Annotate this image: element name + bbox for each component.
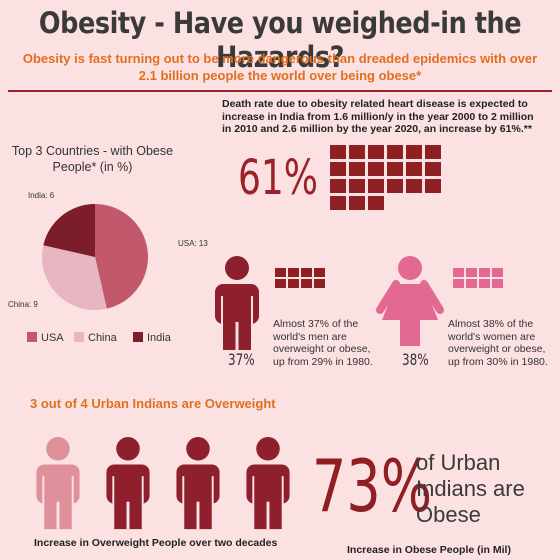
waffle-cell	[330, 162, 346, 176]
slice-label: India: 6	[28, 191, 55, 200]
body	[246, 464, 290, 504]
waffle-cell	[466, 268, 477, 277]
waffle-cell	[288, 268, 299, 277]
waffle-cell	[330, 179, 346, 193]
legend-label: USA	[41, 332, 64, 344]
waffle-cell	[466, 279, 477, 288]
caption-left: Increase in Overweight People over two d…	[34, 537, 278, 549]
pie-chart: USA: 13 China: 9 India: 6 USA China India	[8, 191, 208, 344]
person-icon	[176, 437, 220, 530]
waffle-cell	[330, 196, 346, 210]
urban-text: of Urban Indians are Obese	[416, 450, 525, 527]
waffle-cell	[368, 145, 384, 159]
waffle-cell	[453, 268, 464, 277]
waffle-cell	[349, 196, 365, 210]
women-text: Almost 38% of the world's women are over…	[448, 318, 548, 368]
waffle-cell	[314, 268, 325, 277]
waffle-cell	[349, 145, 365, 159]
waffle-cell	[275, 268, 286, 277]
head	[256, 437, 280, 461]
men-stat: 37%	[228, 350, 255, 369]
waffle-cell	[330, 145, 346, 159]
waffle-cell	[314, 279, 325, 288]
head	[398, 256, 422, 280]
waffle-cell	[368, 162, 384, 176]
waffle-cell	[425, 162, 441, 176]
head	[186, 437, 210, 461]
person-icon	[106, 437, 150, 530]
waffle-cell	[368, 179, 384, 193]
slice-label: USA: 13	[178, 239, 208, 248]
waffle-cell	[387, 179, 403, 193]
person-icon	[36, 437, 80, 530]
body	[176, 464, 220, 504]
waffle-cell	[406, 145, 422, 159]
waffle-cell	[453, 279, 464, 288]
pie-title: Top 3 Countries - with Obese People* (in…	[11, 144, 174, 174]
waffle-cell	[479, 279, 490, 288]
death-rate-text: Death rate due to obesity related heart …	[222, 98, 534, 135]
title: Obesity - Have you weighed-in the Hazard…	[38, 6, 522, 74]
women-stat: 38%	[402, 350, 429, 369]
pie-slice	[42, 245, 107, 310]
death-rate-stat: 61%	[238, 150, 319, 206]
legend-swatch	[27, 332, 37, 342]
legend-label: India	[147, 332, 172, 344]
waffle-cell	[425, 179, 441, 193]
person-icon	[215, 256, 259, 350]
waffle-cell	[406, 179, 422, 193]
men-text: Almost 37% of the world's men are overwe…	[273, 318, 373, 368]
waffle-cell	[479, 268, 490, 277]
urban-heading: 3 out of 4 Urban Indians are Overweight	[30, 396, 276, 411]
waffle-cell	[349, 162, 365, 176]
legend-swatch	[133, 332, 143, 342]
legend-swatch	[74, 332, 84, 342]
body	[215, 284, 259, 324]
waffle-cell	[288, 279, 299, 288]
waffle-cell	[368, 196, 384, 210]
waffle-cell	[387, 162, 403, 176]
waffle-cell	[349, 179, 365, 193]
waffle-cell	[301, 279, 312, 288]
body	[106, 464, 150, 504]
body	[382, 284, 438, 320]
head	[46, 437, 70, 461]
legend-label: China	[88, 332, 118, 344]
arms	[376, 280, 444, 314]
pie-slice	[95, 204, 148, 309]
caption-right: Increase in Obese People (in Mil)	[347, 544, 511, 556]
waffle-cell	[425, 145, 441, 159]
waffle-cell	[406, 162, 422, 176]
waffle-cell	[387, 145, 403, 159]
waffle-cell	[492, 279, 503, 288]
person-icon	[246, 437, 290, 530]
slice-label: China: 9	[8, 300, 38, 309]
waffle-cell	[275, 279, 286, 288]
head	[116, 437, 140, 461]
waffle-cell	[492, 268, 503, 277]
head	[225, 256, 249, 280]
body	[36, 464, 80, 504]
urban-stat: 73%	[312, 444, 433, 528]
pie-slice	[43, 204, 95, 257]
legs	[400, 320, 420, 346]
person-icon	[376, 256, 444, 346]
waffle-cell	[301, 268, 312, 277]
subtitle: Obesity is fast turning out to be more d…	[22, 51, 538, 83]
